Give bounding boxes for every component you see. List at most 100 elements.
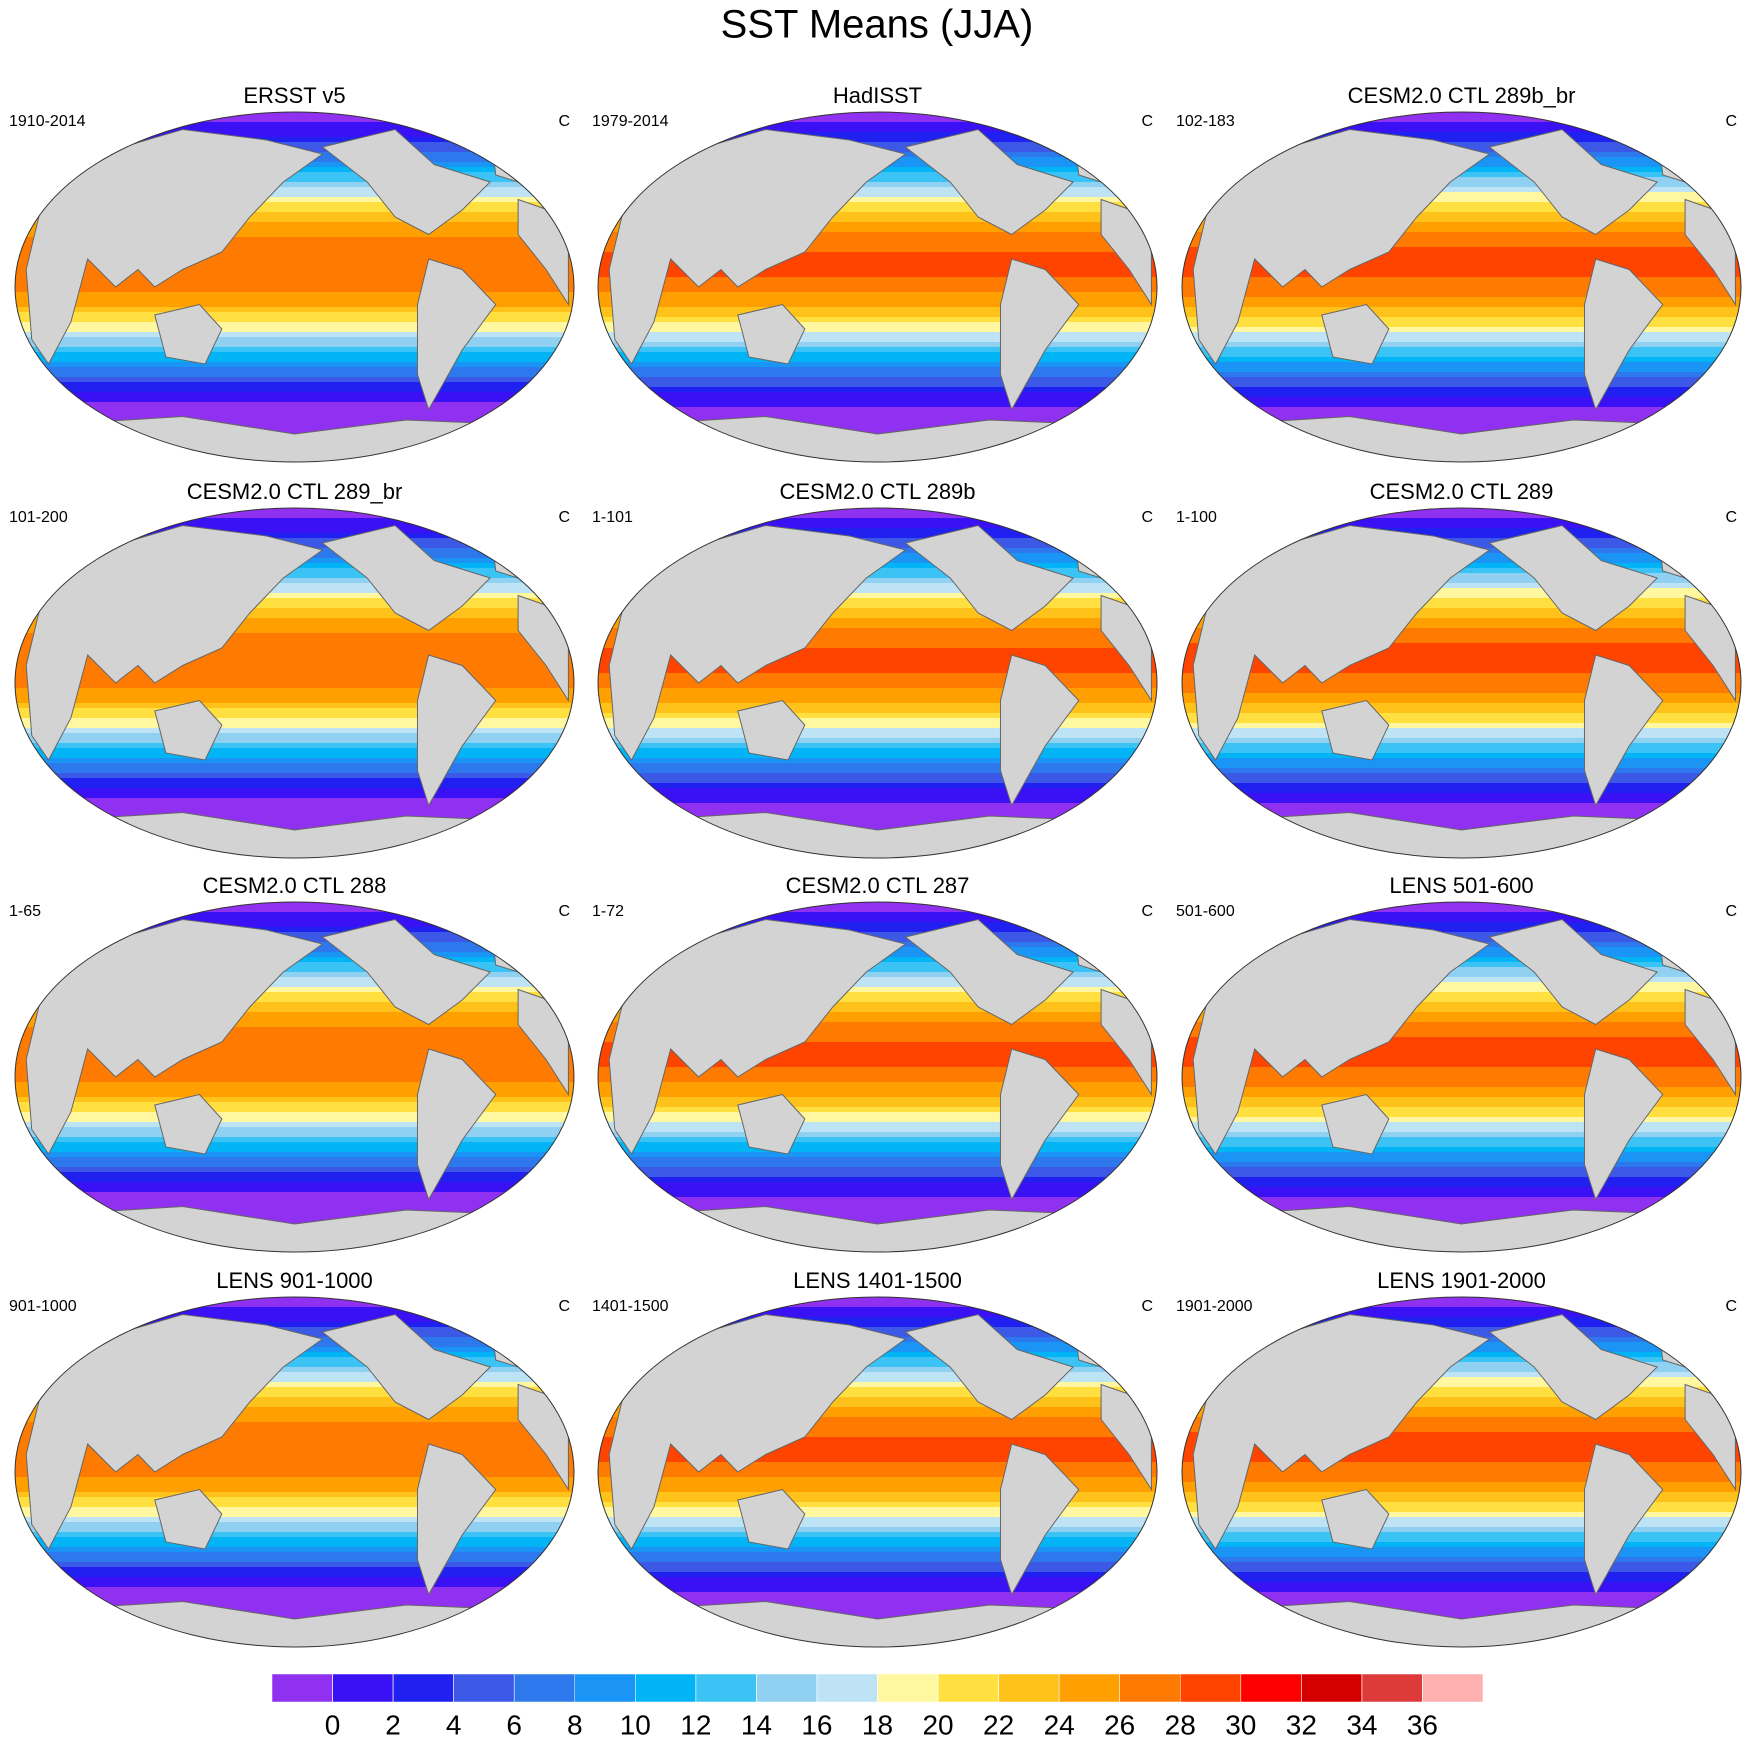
sst-band xyxy=(15,907,574,913)
sst-band xyxy=(1182,907,1741,913)
sst-band xyxy=(598,1217,1157,1223)
sst-band xyxy=(598,1022,1157,1028)
land xyxy=(608,918,907,1155)
sst-band xyxy=(598,927,1157,933)
sst-band xyxy=(598,1477,1157,1483)
sst-band xyxy=(1182,1317,1741,1323)
sst-band xyxy=(598,508,1157,514)
colorbar-label: 34 xyxy=(1346,1709,1377,1740)
land xyxy=(999,258,1080,411)
sst-band xyxy=(15,1402,574,1408)
sst-band xyxy=(598,1067,1157,1073)
sst-band xyxy=(1182,312,1741,318)
sst-band xyxy=(598,1082,1157,1088)
land xyxy=(999,1443,1080,1596)
sst-band xyxy=(1182,347,1741,353)
sst-band xyxy=(598,1012,1157,1018)
sst-band xyxy=(1182,1452,1741,1458)
sst-band xyxy=(15,1562,574,1568)
sst-band xyxy=(1182,1577,1741,1583)
sst-band xyxy=(1182,247,1741,253)
sst-band xyxy=(598,728,1157,734)
sst-band xyxy=(1182,242,1741,248)
sst-band xyxy=(1182,1552,1741,1558)
panel-years: 102-183 xyxy=(1176,113,1235,130)
panel-years: 1-72 xyxy=(592,903,624,920)
sst-band xyxy=(598,1612,1157,1618)
sst-band xyxy=(598,1482,1157,1488)
sst-band xyxy=(15,262,574,268)
sst-band xyxy=(1182,967,1741,973)
panel-title: LENS 901-1000 xyxy=(216,1268,373,1293)
sst-band xyxy=(15,902,574,908)
sst-band xyxy=(1182,367,1741,373)
sst-band xyxy=(15,1107,574,1113)
map-border xyxy=(597,1296,1158,1648)
sst-band xyxy=(598,1382,1157,1388)
sst-band xyxy=(1182,122,1741,128)
sst-band xyxy=(1182,202,1741,208)
panel-title: CESM2.0 CTL 289 xyxy=(1370,479,1554,504)
sst-band xyxy=(598,513,1157,519)
sst-band xyxy=(15,1517,574,1523)
sst-band xyxy=(15,618,574,624)
sst-band xyxy=(15,1182,574,1188)
sst-band xyxy=(15,292,574,298)
sst-band xyxy=(1182,1322,1741,1328)
sst-band xyxy=(1182,342,1741,348)
sst-band xyxy=(598,1127,1157,1133)
sst-band xyxy=(1182,297,1741,303)
sst-band xyxy=(1182,628,1741,634)
sst-band xyxy=(1182,237,1741,243)
sst-band xyxy=(1182,1157,1741,1163)
sst-band xyxy=(1182,1522,1741,1528)
sst-band xyxy=(15,1082,574,1088)
sst-band xyxy=(598,1467,1157,1473)
sst-band xyxy=(15,1172,574,1178)
sst-band xyxy=(1182,267,1741,273)
sst-band xyxy=(1182,1492,1741,1498)
sst-band xyxy=(15,1112,574,1118)
sst-band xyxy=(1182,1037,1741,1043)
sst-band xyxy=(1182,962,1741,968)
land xyxy=(1072,915,1113,973)
map xyxy=(1182,508,1741,858)
sst-band xyxy=(598,673,1157,679)
sst-band xyxy=(598,1412,1157,1418)
sst-band xyxy=(15,1497,574,1503)
colorbar-box xyxy=(1301,1673,1363,1703)
sst-band xyxy=(15,1187,574,1193)
sst-band xyxy=(1182,1147,1741,1153)
sst-band xyxy=(1182,1487,1741,1493)
sst-band xyxy=(15,738,574,744)
colorbar-box xyxy=(453,1673,515,1703)
panel-title: LENS 1901-2000 xyxy=(1377,1268,1546,1293)
sst-band xyxy=(1182,1472,1741,1478)
sst-band xyxy=(598,1102,1157,1108)
sst-band xyxy=(1182,197,1741,203)
sst-band xyxy=(1182,1122,1741,1128)
sst-band xyxy=(598,1137,1157,1143)
sst-band xyxy=(15,1327,574,1333)
sst-band xyxy=(1182,277,1741,283)
sst-band xyxy=(1182,232,1741,238)
sst-band xyxy=(598,588,1157,594)
sst-band xyxy=(1182,1507,1741,1513)
colorbar-box xyxy=(271,1673,333,1703)
sst-band xyxy=(598,997,1157,1003)
sst-band xyxy=(598,992,1157,998)
sst-band xyxy=(15,1557,574,1563)
sst-band xyxy=(598,1567,1157,1573)
sst-band xyxy=(598,613,1157,619)
sst-band xyxy=(15,1202,574,1208)
sst-band xyxy=(598,1397,1157,1403)
sst-band xyxy=(1182,773,1741,779)
sst-band xyxy=(15,967,574,973)
sst-band xyxy=(15,427,574,433)
sst-band xyxy=(1182,1602,1741,1608)
land xyxy=(489,125,530,183)
sst-band xyxy=(1182,1042,1741,1048)
land xyxy=(737,303,806,365)
sst-band xyxy=(15,1002,574,1008)
sst-band xyxy=(15,1607,574,1613)
